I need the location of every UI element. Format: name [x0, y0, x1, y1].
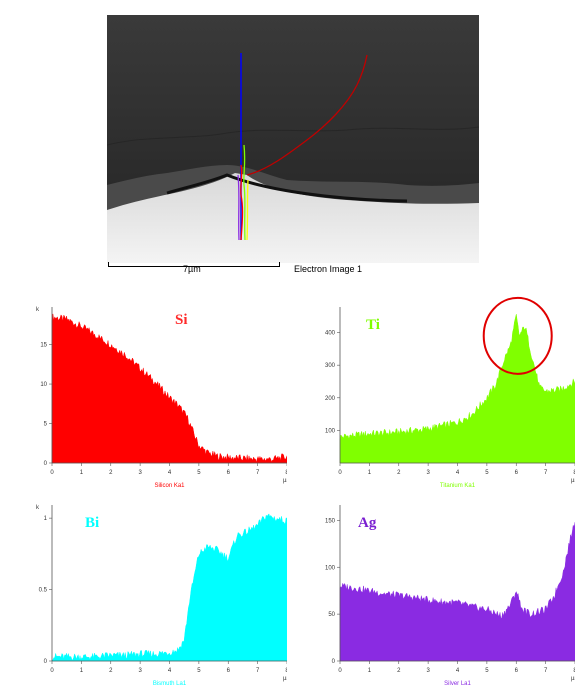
x-tick-label: 6 [227, 668, 231, 674]
interface-crack [166, 173, 408, 203]
x-tick-label: 5 [197, 470, 201, 476]
x-tick-label: 8 [573, 668, 575, 674]
y-tick-label: 15 [40, 343, 47, 349]
y-tick-label: 0.5 [39, 588, 48, 594]
x-axis-unit: µm [283, 478, 287, 484]
x-tick-label: 2 [397, 668, 401, 674]
x-tick-label: 1 [368, 668, 372, 674]
y-tick-label: 0 [44, 461, 48, 467]
x-tick-label: 8 [573, 470, 575, 476]
scale-bar [108, 262, 280, 267]
linescan-ti-trace [243, 144, 246, 241]
series-area [339, 314, 575, 464]
y-tick-label: 400 [325, 331, 336, 337]
x-tick-label: 5 [485, 668, 489, 674]
x-tick-label: 1 [80, 668, 84, 674]
y-tick-label: 100 [325, 565, 336, 571]
x-tick-label: 0 [338, 668, 342, 674]
linescan-bi-trace [246, 179, 249, 241]
x-tick-label: 2 [109, 470, 113, 476]
x-tick-label: 6 [515, 470, 519, 476]
x-tick-label: 5 [485, 470, 489, 476]
scale-label: 7µm [183, 264, 201, 274]
series-label: Bismuth La1 [153, 681, 187, 687]
y-tick-label: 200 [325, 396, 336, 402]
element-title: Bi [85, 515, 99, 531]
x-tick-label: 7 [256, 668, 260, 674]
image-caption: Electron Image 1 [294, 264, 363, 274]
chart-si: 0 1 2 3 4 5 6 7 8 0 5 10 15 k µm Silicon Ka1 Si [0, 295, 287, 495]
peak-highlight-circle [482, 296, 553, 375]
y-axis-unit: k [36, 307, 40, 313]
y-tick-label: 1 [44, 516, 48, 522]
x-tick-label: 0 [50, 470, 54, 476]
chart-ti: 0 1 2 3 4 5 6 7 8 100 200 300 400 µm Titanium Ka1 Ti [288, 295, 575, 495]
x-tick-label: 7 [544, 668, 548, 674]
x-axis-unit: µm [571, 478, 575, 484]
substrate-region [107, 173, 479, 263]
chart-svg: 0 1 2 3 4 5 6 7 8 0 50 100 150 µm Silver La1 Ag [325, 505, 575, 687]
series-label: Titanium Ka1 [440, 483, 476, 489]
x-tick-label: 7 [544, 470, 548, 476]
series-area [51, 313, 287, 464]
x-tick-label: 8 [285, 470, 287, 476]
element-title: Ag [358, 515, 377, 531]
linescan-red-trace [246, 54, 368, 176]
element-title: Si [175, 312, 188, 328]
element-title: Ti [366, 317, 380, 333]
chart-svg: 0 1 2 3 4 5 6 7 8 0 5 10 15 k µm Silicon Ka1 Si [36, 307, 287, 489]
electron-image [107, 15, 479, 263]
y-tick-label: 100 [325, 428, 336, 434]
y-axis-unit: k [36, 505, 40, 511]
x-tick-label: 4 [456, 470, 460, 476]
x-tick-label: 4 [168, 470, 172, 476]
x-tick-label: 4 [456, 668, 460, 674]
x-tick-label: 0 [50, 668, 54, 674]
x-tick-label: 3 [426, 668, 430, 674]
linescan-ag-trace [237, 174, 240, 241]
series-label: Silver La1 [444, 681, 471, 687]
y-tick-label: 0 [44, 659, 48, 665]
x-tick-label: 6 [515, 668, 519, 674]
y-tick-label: 150 [325, 518, 336, 524]
x-tick-label: 7 [256, 470, 260, 476]
x-tick-label: 3 [138, 668, 142, 674]
x-tick-label: 4 [168, 668, 172, 674]
x-axis-unit: µm [283, 676, 287, 682]
chart-ag: 0 1 2 3 4 5 6 7 8 0 50 100 150 µm Silver La1 Ag [288, 493, 575, 693]
x-tick-label: 0 [338, 470, 342, 476]
x-tick-label: 8 [285, 668, 287, 674]
chart-svg: 0 1 2 3 4 5 6 7 8 100 200 300 400 µm Titanium Ka1 Ti [325, 296, 575, 489]
series-label: Silicon Ka1 [154, 483, 185, 489]
series-area [51, 513, 287, 662]
x-tick-label: 5 [197, 668, 201, 674]
x-axis-unit: µm [571, 676, 575, 682]
x-tick-label: 1 [368, 470, 372, 476]
y-tick-label: 300 [325, 363, 336, 369]
linescan-si-trace [240, 164, 244, 241]
y-tick-label: 50 [328, 612, 335, 618]
y-tick-label: 5 [44, 422, 48, 428]
series-area [339, 522, 575, 662]
y-tick-label: 0 [332, 659, 336, 665]
x-tick-label: 2 [397, 470, 401, 476]
x-tick-label: 3 [426, 470, 430, 476]
x-tick-label: 3 [138, 470, 142, 476]
x-tick-label: 1 [80, 470, 84, 476]
y-tick-label: 10 [40, 382, 47, 388]
surface-texture-line [107, 126, 479, 146]
x-tick-label: 2 [109, 668, 113, 674]
x-tick-label: 6 [227, 470, 231, 476]
